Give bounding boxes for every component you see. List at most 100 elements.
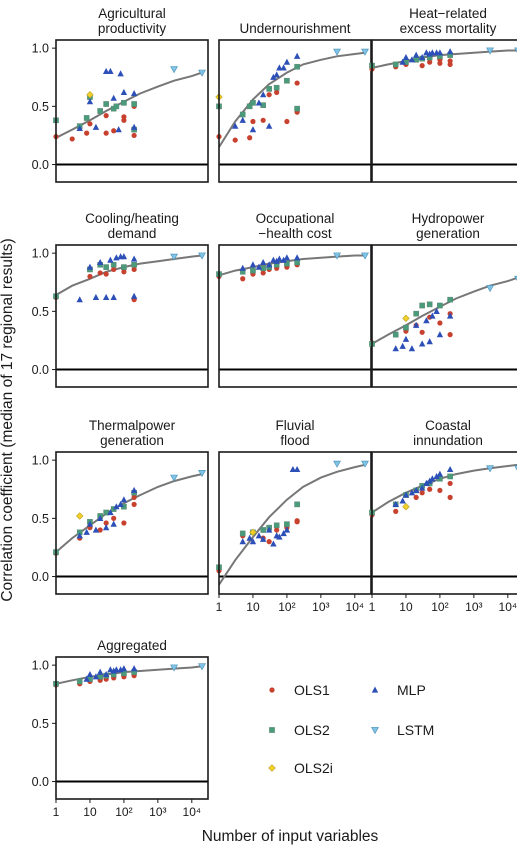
point-ols1 bbox=[427, 59, 433, 65]
panel-frame bbox=[218, 244, 372, 388]
point-mlp bbox=[130, 90, 138, 97]
legend-marker bbox=[371, 727, 379, 735]
point-mlp bbox=[107, 67, 114, 75]
y-tick-label: 0.0 bbox=[32, 158, 49, 172]
point-mlp bbox=[115, 126, 122, 133]
panel-title: Agricultural bbox=[98, 6, 166, 21]
point-mlp bbox=[259, 535, 267, 542]
point-mlp bbox=[423, 317, 430, 324]
point-ols1 bbox=[69, 136, 75, 142]
panel-title: Occupational bbox=[256, 211, 335, 226]
point-ols2 bbox=[413, 310, 419, 317]
point-mlp bbox=[283, 254, 291, 261]
point-ols2 bbox=[103, 264, 109, 270]
y-tick-label: 1.0 bbox=[32, 659, 49, 673]
point-mlp bbox=[446, 48, 454, 55]
panel-frame bbox=[371, 244, 517, 388]
point-mlp bbox=[76, 296, 83, 303]
point-ols2 bbox=[284, 521, 290, 527]
legend-label: MLP bbox=[397, 682, 426, 698]
legend-item-ols1: OLS1 bbox=[269, 682, 330, 698]
panel-title: demand bbox=[108, 226, 157, 241]
point-mlp bbox=[408, 489, 416, 496]
legend-marker bbox=[268, 764, 276, 772]
y-tick-label: 1.0 bbox=[32, 42, 49, 56]
point-mlp bbox=[92, 673, 100, 680]
point-mlp bbox=[276, 64, 283, 71]
point-lstm bbox=[361, 48, 369, 56]
x-tick-label: 1 bbox=[53, 805, 60, 819]
point-ols1 bbox=[131, 494, 137, 500]
y-tick-label: 0.5 bbox=[32, 512, 49, 526]
point-lstm bbox=[198, 663, 206, 671]
panel-frame bbox=[218, 39, 372, 183]
point-mlp bbox=[259, 91, 267, 98]
point-mlp bbox=[399, 497, 406, 504]
point-ols2 bbox=[392, 61, 399, 68]
point-lstm bbox=[486, 285, 494, 293]
panel-title: Hydropower bbox=[412, 211, 485, 226]
point-lstm bbox=[170, 664, 178, 672]
point-mlp bbox=[433, 472, 440, 480]
point-mlp bbox=[293, 254, 301, 261]
point-mlp bbox=[270, 540, 277, 547]
point-ols2 bbox=[403, 324, 409, 331]
point-mlp bbox=[408, 345, 416, 352]
point-ols2 bbox=[266, 86, 272, 92]
point-mlp bbox=[130, 255, 138, 262]
point-ols1 bbox=[111, 128, 117, 134]
point-mlp bbox=[429, 49, 436, 56]
point-mlp bbox=[273, 71, 280, 78]
point-mlp bbox=[293, 465, 301, 473]
panel-title: Undernourishment bbox=[239, 21, 350, 36]
point-ols2 bbox=[437, 302, 443, 309]
point-mlp bbox=[113, 503, 120, 510]
point-ols2 bbox=[260, 527, 266, 533]
point-ols1 bbox=[447, 494, 453, 500]
point-mlp bbox=[239, 264, 246, 271]
point-mlp bbox=[92, 293, 100, 300]
point-ols2 bbox=[392, 331, 399, 338]
point-lstm bbox=[170, 474, 178, 482]
point-mlp bbox=[418, 53, 426, 61]
y-tick-label: 0.5 bbox=[32, 717, 49, 731]
point-mlp bbox=[418, 484, 426, 491]
point-ols2 bbox=[131, 261, 137, 268]
point-ols2 bbox=[284, 260, 290, 267]
point-ols1 bbox=[294, 80, 300, 86]
legend-label: OLS2 bbox=[294, 722, 330, 738]
point-ols1 bbox=[419, 63, 425, 69]
point-mlp bbox=[102, 670, 110, 678]
point-ols2 bbox=[447, 473, 453, 480]
point-ols1 bbox=[447, 58, 453, 64]
x-tick-label: 10³ bbox=[312, 600, 329, 614]
point-mlp bbox=[265, 526, 273, 533]
point-mlp bbox=[270, 73, 277, 80]
point-mlp bbox=[110, 520, 117, 527]
panel-5: Occupational−health cost bbox=[216, 211, 372, 388]
point-ols2 bbox=[76, 678, 83, 685]
point-mlp bbox=[102, 293, 110, 300]
panel-title: Coastal bbox=[425, 418, 471, 433]
point-ols2 bbox=[284, 77, 290, 84]
point-ols1 bbox=[121, 269, 127, 275]
point-ols1 bbox=[121, 520, 127, 526]
point-mlp bbox=[265, 261, 273, 268]
y-tick-label: 0.5 bbox=[32, 100, 49, 114]
point-mlp bbox=[92, 123, 100, 130]
point-ols1 bbox=[437, 320, 443, 326]
point-mlp bbox=[255, 99, 263, 106]
point-mlp bbox=[280, 64, 287, 71]
point-ols1 bbox=[419, 329, 425, 335]
point-lstm bbox=[198, 252, 206, 260]
x-tick-label: 10² bbox=[431, 600, 448, 614]
point-mlp bbox=[120, 88, 128, 95]
point-mlp bbox=[86, 98, 94, 105]
point-ols2 bbox=[294, 501, 300, 508]
point-mlp bbox=[412, 51, 420, 58]
point-mlp bbox=[110, 293, 117, 300]
point-mlp bbox=[120, 665, 128, 672]
x-tick-label: 10⁴ bbox=[499, 600, 517, 614]
fit-curve bbox=[218, 51, 366, 148]
